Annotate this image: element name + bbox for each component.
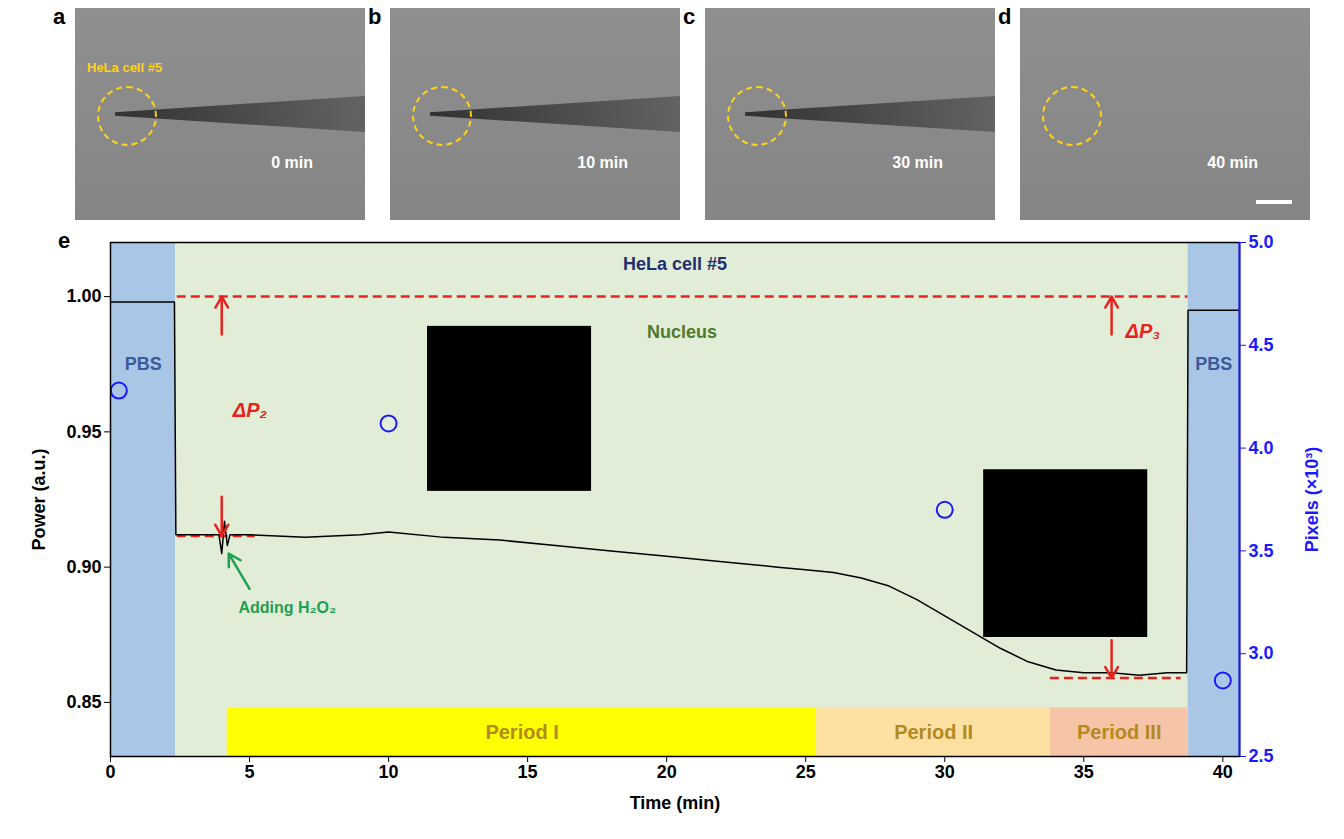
svg-text:Power (a.u.): Power (a.u.) xyxy=(29,448,49,550)
svg-text:PBS: PBS xyxy=(125,354,162,374)
html-text:d: d xyxy=(998,4,1012,29)
svg-text:40: 40 xyxy=(1213,762,1233,782)
svg-text:30: 30 xyxy=(935,762,955,782)
svg-text:1.00: 1.00 xyxy=(66,286,101,306)
svg-text:Period II: Period II xyxy=(894,721,973,743)
svg-text:35: 35 xyxy=(1074,762,1094,782)
svg-text:15: 15 xyxy=(518,762,538,782)
svg-text:ΔP₃: ΔP₃ xyxy=(1124,320,1160,342)
svg-text:3.5: 3.5 xyxy=(1249,541,1274,561)
html-text:a: a xyxy=(53,4,66,29)
svg-text:20: 20 xyxy=(657,762,677,782)
svg-text:0.90: 0.90 xyxy=(66,557,101,577)
svg-text:Period III: Period III xyxy=(1077,721,1161,743)
svg-text:2.5: 2.5 xyxy=(1249,746,1274,766)
svg-text:ΔP₂: ΔP₂ xyxy=(232,399,268,421)
svg-text:HeLa cell #5: HeLa cell #5 xyxy=(623,254,727,274)
svg-text:0.85: 0.85 xyxy=(66,692,101,712)
svg-text:4.0: 4.0 xyxy=(1249,438,1274,458)
svg-text:4.5: 4.5 xyxy=(1249,335,1274,355)
svg-text:0: 0 xyxy=(105,762,115,782)
svg-text:5.0: 5.0 xyxy=(1249,232,1274,252)
html-text:c: c xyxy=(683,4,696,29)
svg-text:Period I: Period I xyxy=(485,721,558,743)
svg-text:Pixels (×10³): Pixels (×10³) xyxy=(1302,447,1322,553)
svg-text:Adding H₂O₂: Adding H₂O₂ xyxy=(238,599,336,616)
svg-text:PBS: PBS xyxy=(1195,354,1232,374)
html-text:0 min: 0 min xyxy=(271,154,313,171)
svg-text:Time (min): Time (min) xyxy=(630,793,721,813)
svg-text:10: 10 xyxy=(379,762,399,782)
svg-text:0.95: 0.95 xyxy=(66,422,101,442)
html-text:HeLa cell #5: HeLa cell #5 xyxy=(87,60,163,75)
svg-text:Nucleus: Nucleus xyxy=(647,322,717,342)
svg-text:3.0: 3.0 xyxy=(1249,643,1274,663)
html-text:30 min: 30 min xyxy=(892,154,943,171)
html-text:10 min: 10 min xyxy=(577,154,628,171)
svg-text:25: 25 xyxy=(796,762,816,782)
html-text:40 min: 40 min xyxy=(1207,154,1258,171)
svg-text:5: 5 xyxy=(245,762,255,782)
html-text:b: b xyxy=(368,4,382,29)
html-text:e: e xyxy=(58,228,71,253)
